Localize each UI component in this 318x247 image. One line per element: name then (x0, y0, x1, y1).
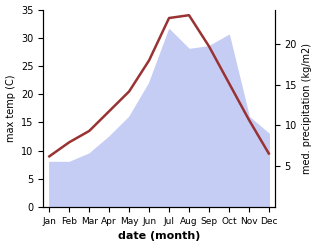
X-axis label: date (month): date (month) (118, 231, 200, 242)
Y-axis label: max temp (C): max temp (C) (5, 75, 16, 142)
Y-axis label: med. precipitation (kg/m2): med. precipitation (kg/m2) (302, 43, 313, 174)
